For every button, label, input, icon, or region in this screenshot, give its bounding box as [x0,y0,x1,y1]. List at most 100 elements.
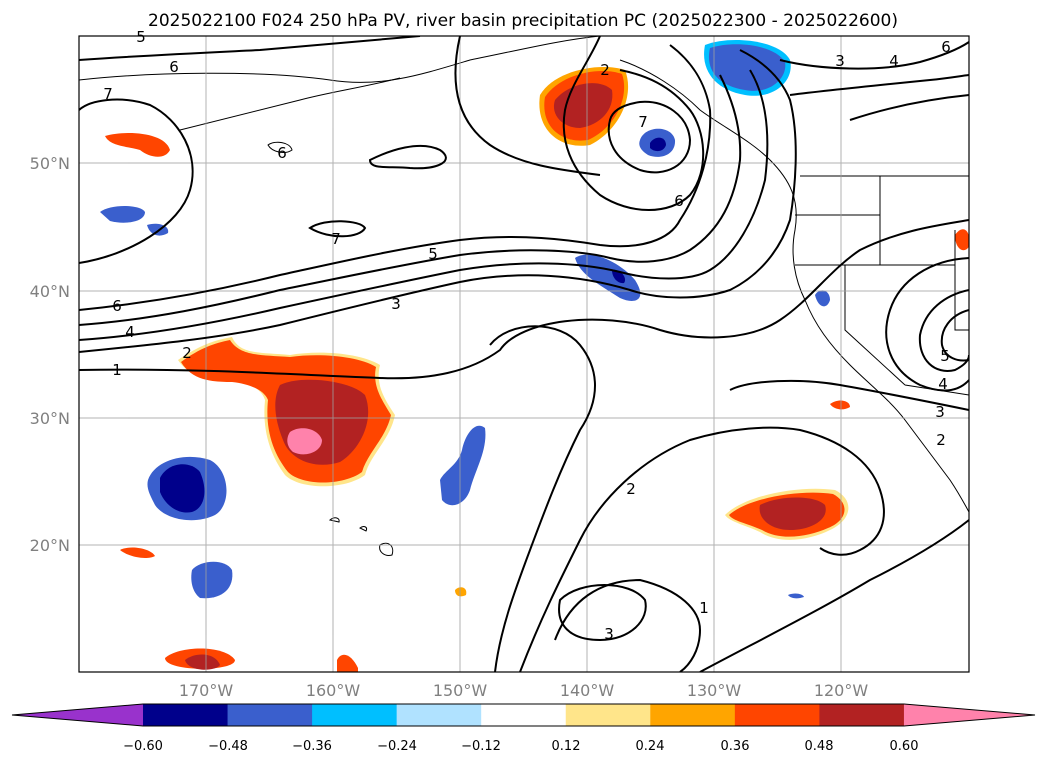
contour-label: 7 [638,113,648,131]
map-frame [78,35,970,673]
colorbar-swatch [565,704,651,726]
colorbar-swatch [227,704,313,726]
colorbar-tick: 0.12 [552,739,581,754]
map-title: 2025022100 F024 250 hPa PV, river basin … [148,11,898,31]
longitude-labels: 170°W 160°W 150°W 140°W 130°W 120°W [179,681,869,700]
pv-contour [779,41,969,70]
lon-label-140w: 140°W [560,681,615,700]
precip-blob-negative [160,464,205,513]
lon-label-160w: 160°W [306,681,361,700]
lon-label-120w: 120°W [814,681,869,700]
contour-label: 3 [935,403,945,421]
colorbar-extend-max [903,704,1035,726]
contour-label: 4 [938,375,948,393]
pv-contour [789,74,969,96]
precip-blob-negative [815,290,830,307]
colorbar-outline [11,703,1036,727]
latitude-labels: 50°N 40°N 30°N 20°N [30,154,70,555]
border-states [795,176,969,396]
colorbar-tick: −0.12 [461,739,501,754]
contour-label: 6 [674,192,684,210]
contour-label: 5 [428,245,438,263]
precip-blob-negative [612,269,626,284]
colorbar-tick: −0.24 [377,739,417,754]
lon-label-170w: 170°W [179,681,234,700]
contour-label: 3 [604,625,614,643]
pv-contour [79,49,797,353]
precip-blob-positive [553,83,613,128]
precip-blob-negative [788,593,804,599]
contour-labels: 5 6 7 6 6 7 5 3 4 1 2 2 6 4 3 7 6 5 4 3 … [103,28,951,643]
colorbar-swatch [143,704,229,726]
coastline-islands [267,141,394,556]
colorbar-tick: 0.24 [636,739,665,754]
contour-label: 1 [112,361,122,379]
map-panel: 5 6 7 6 6 7 5 3 4 1 2 2 6 4 3 7 6 5 4 3 … [30,28,970,700]
precip-blob-positive [455,587,467,597]
contour-label: 2 [936,431,946,449]
contour-label: 4 [889,52,899,70]
pv-contour [554,578,702,672]
precip-blob-negative [440,425,486,506]
contour-label: 5 [940,347,950,365]
contour-label: 6 [277,144,287,162]
pv-contours [79,36,969,672]
lat-label-20n: 20°N [30,536,70,555]
lon-label-130w: 130°W [687,681,742,700]
lon-label-150w: 150°W [433,681,488,700]
precip-blob-negative [191,561,233,599]
colorbar-tick: −0.48 [208,739,248,754]
pv-contour [729,379,969,411]
precip-shading [100,40,969,672]
pv-contour [940,309,969,362]
pv-contour [79,74,742,326]
colorbar-tick: −0.60 [123,739,163,754]
colorbar-swatch [650,704,736,726]
colorbar-swatches [11,703,1036,727]
contour-label: 4 [125,323,135,341]
colorbar: −0.60 −0.48 −0.36 −0.24 −0.12 0.12 0.24 … [11,703,1036,754]
colorbar-extend-min [12,704,143,726]
contour-label: 2 [182,344,192,362]
precip-blob-positive [105,132,170,157]
pv-contour [519,426,885,672]
precip-blob-positive [120,547,155,558]
precip-blob-positive [287,428,322,455]
pv-contour [79,69,769,341]
pv-contour [699,519,969,672]
pv-contour [849,94,969,121]
pv-contour [308,220,367,238]
coastline-alaska [79,36,601,83]
contour-label: 6 [169,58,179,76]
pv-contour [454,36,601,176]
contour-label: 5 [136,28,146,46]
precip-blob-negative [100,206,145,223]
precip-blob-positive [337,654,358,672]
coastlines [79,36,969,556]
lat-label-50n: 50°N [30,154,70,173]
colorbar-tick: 0.48 [805,739,834,754]
pv-contour [885,257,969,392]
colorbar-swatch [396,704,482,726]
contour-label: 7 [103,85,113,103]
colorbar-swatch [312,704,398,726]
lat-label-30n: 30°N [30,409,70,428]
colorbar-tick-labels: −0.60 −0.48 −0.36 −0.24 −0.12 0.12 0.24 … [123,739,918,754]
pv-contour [79,98,194,264]
gridlines [79,36,969,672]
lat-label-40n: 40°N [30,282,70,301]
precip-blob-positive [955,229,969,251]
colorbar-tick: −0.36 [292,739,332,754]
precip-blob-positive [185,654,220,670]
precip-blob-positive [830,400,850,410]
colorbar-swatch [734,704,820,726]
precip-blob-negative [650,137,666,152]
pv-contour [79,219,969,380]
coastline-canada [619,59,969,513]
pv-contour [79,36,421,61]
contour-label: 7 [331,230,341,248]
pv-contour [368,144,447,170]
contour-label: 3 [391,295,401,313]
colorbar-swatch [481,704,567,726]
